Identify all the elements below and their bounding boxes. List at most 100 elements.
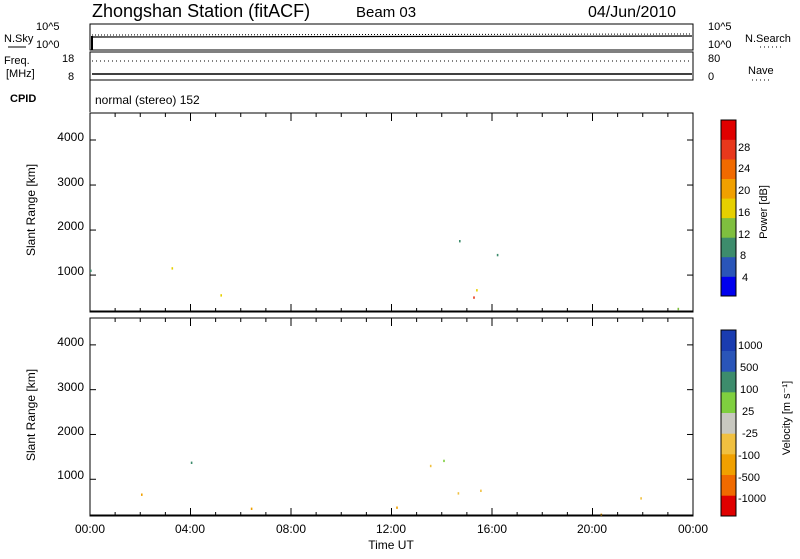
power-cb-tick-28: 28 xyxy=(738,142,750,154)
velocity-cell xyxy=(480,489,482,492)
velocity-y-axis-label: Slant Range [km] xyxy=(24,369,38,461)
power-colorbar-swatch xyxy=(721,139,736,160)
velocity-cell xyxy=(457,492,460,495)
power-cb-tick-20: 20 xyxy=(738,185,750,197)
velocity-colorbar-swatch xyxy=(721,330,736,351)
freq-tick-top: 18 xyxy=(62,53,74,65)
velocity-y-tick-labels: 1000 2000 3000 4000 xyxy=(57,335,84,482)
velocity-y-tick-4000: 4000 xyxy=(57,335,84,349)
cpid-label: CPID xyxy=(10,93,36,105)
x-tick-labels: 00:00 04:00 08:00 12:00 16:00 20:00 00:0… xyxy=(75,522,708,536)
freq-label: Freq. xyxy=(4,55,30,67)
power-cell xyxy=(171,267,174,270)
nsky-tick-top: 10^5 xyxy=(36,21,60,33)
nsearch-tick-bottom: 10^0 xyxy=(708,39,732,51)
velocity-colorbar-swatch xyxy=(721,495,736,517)
nsky-tick-bottom: 10^0 xyxy=(36,39,60,51)
x-tick-0400: 04:00 xyxy=(175,522,205,536)
power-colorbar xyxy=(720,119,737,297)
x-axis-label: Time UT xyxy=(368,538,414,552)
power-cb-tick-4: 4 xyxy=(742,272,748,284)
x-tick-2400: 00:00 xyxy=(678,522,708,536)
velocity-cb-tick-1000: 1000 xyxy=(738,340,762,352)
x-tick-0800: 08:00 xyxy=(276,522,306,536)
velocity-cb-tick-25: 25 xyxy=(742,406,754,418)
velocity-panel-frame xyxy=(89,317,694,517)
velocity-axis-ticks xyxy=(89,318,694,516)
freq-tick-bottom: 8 xyxy=(68,71,74,83)
velocity-y-tick-2000: 2000 xyxy=(57,424,84,438)
power-y-tick-4000: 4000 xyxy=(57,130,84,144)
velocity-heatmap xyxy=(90,459,693,516)
velocity-cb-tick-n100: -100 xyxy=(738,450,760,462)
power-cb-tick-24: 24 xyxy=(738,163,750,175)
nsky-trace xyxy=(91,35,693,38)
velocity-colorbar-swatch xyxy=(721,392,736,413)
velocity-colorbar-label: Velocity [m s⁻¹] xyxy=(781,381,793,455)
velocity-cb-tick-100: 100 xyxy=(740,384,758,396)
power-cb-tick-8: 8 xyxy=(740,250,746,262)
power-colorbar-swatch xyxy=(721,217,736,238)
power-cell xyxy=(220,294,222,297)
power-cell xyxy=(476,289,478,292)
velocity-cell xyxy=(190,461,193,464)
nave-tick-bottom: 0 xyxy=(708,71,714,83)
power-colorbar-label: Power [dB] xyxy=(758,185,770,239)
velocity-colorbar-swatch xyxy=(721,350,736,372)
power-axis-ticks xyxy=(89,113,694,312)
x-tick-2000: 20:00 xyxy=(577,522,607,536)
power-cb-tick-12: 12 xyxy=(738,229,750,241)
power-cell xyxy=(473,296,475,299)
power-colorbar-tick-labels: 4 8 12 16 20 24 28 xyxy=(738,142,750,284)
power-colorbar-swatch xyxy=(721,120,736,140)
velocity-cb-tick-500: 500 xyxy=(740,362,758,374)
power-panel: Slant Range [km] 1000 2000 3000 4000 xyxy=(24,112,694,313)
power-y-tick-3000: 3000 xyxy=(57,175,84,189)
velocity-cb-tick-n1000: -1000 xyxy=(738,493,766,505)
power-cell xyxy=(677,307,680,311)
power-cell xyxy=(496,253,499,257)
power-colorbar-swatch xyxy=(721,237,736,258)
velocity-cb-tick-n25: -25 xyxy=(742,428,758,440)
velocity-y-tick-3000: 3000 xyxy=(57,380,84,394)
velocity-cb-tick-n500: -500 xyxy=(738,472,760,484)
cpid-text: normal (stereo) 152 xyxy=(95,93,200,107)
velocity-cell xyxy=(640,497,642,500)
power-colorbar-swatch xyxy=(721,256,736,277)
velocity-colorbar-swatch xyxy=(721,433,736,455)
velocity-cell xyxy=(250,507,253,510)
power-y-axis-label: Slant Range [km] xyxy=(24,164,38,256)
velocity-cell xyxy=(396,506,398,509)
x-tick-1600: 16:00 xyxy=(477,522,507,536)
velocity-colorbar-swatch xyxy=(721,474,736,496)
nsearch-label: N.Search xyxy=(745,33,791,45)
velocity-colorbar-swatch xyxy=(721,371,736,393)
nsearch-trace xyxy=(91,33,693,36)
velocity-colorbar-swatch xyxy=(721,412,736,434)
power-colorbar-swatch xyxy=(721,178,736,199)
power-cb-tick-16: 16 xyxy=(738,207,750,219)
beam-label: Beam 03 xyxy=(356,4,416,21)
velocity-colorbar xyxy=(720,329,737,517)
velocity-colorbar-tick-labels: -1000 -500 -100 -25 25 100 500 1000 xyxy=(738,340,766,505)
nave-tick-top: 80 xyxy=(708,53,720,65)
velocity-colorbar-frame xyxy=(720,329,737,517)
power-heatmap xyxy=(90,240,693,312)
power-colorbar-swatch xyxy=(721,159,736,179)
freq-unit-label: [MHz] xyxy=(6,68,35,80)
velocity-cell xyxy=(429,464,432,468)
power-colorbar-swatch xyxy=(721,198,736,219)
power-panel-frame xyxy=(89,112,694,313)
power-y-tick-1000: 1000 xyxy=(57,264,84,278)
nave-label: Nave xyxy=(748,65,774,77)
velocity-colorbar-swatch xyxy=(721,454,736,475)
nsearch-tick-top: 10^5 xyxy=(708,21,732,33)
x-tick-1200: 12:00 xyxy=(376,522,406,536)
nsky-label: N.Sky xyxy=(4,33,34,45)
nsky-strip-frame xyxy=(89,23,694,51)
velocity-cell xyxy=(443,459,445,463)
velocity-y-tick-1000: 1000 xyxy=(57,468,84,482)
power-y-tick-2000: 2000 xyxy=(57,219,84,233)
